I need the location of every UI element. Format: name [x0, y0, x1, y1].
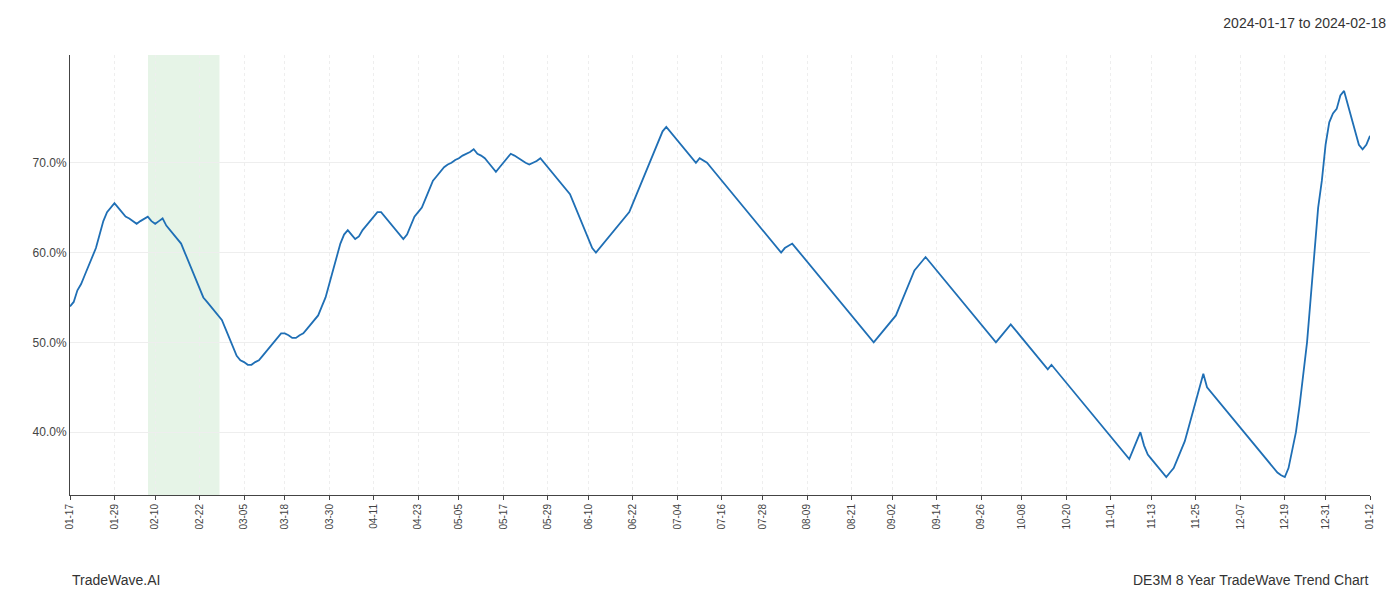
svg-text:40.0%: 40.0%	[33, 425, 67, 439]
svg-text:02-22: 02-22	[194, 504, 205, 530]
svg-text:07-04: 07-04	[672, 504, 683, 530]
svg-text:09-26: 09-26	[975, 504, 986, 530]
svg-text:10-20: 10-20	[1061, 504, 1072, 530]
svg-text:60.0%: 60.0%	[33, 246, 67, 260]
svg-text:11-25: 11-25	[1190, 504, 1201, 529]
svg-text:2024-01-17 to 2024-02-18: 2024-01-17 to 2024-02-18	[1223, 15, 1386, 31]
svg-text:05-29: 05-29	[542, 504, 553, 530]
svg-text:04-11: 04-11	[368, 504, 379, 529]
svg-text:07-16: 07-16	[716, 504, 727, 530]
svg-text:09-02: 09-02	[886, 504, 897, 530]
svg-text:01-29: 01-29	[109, 504, 120, 530]
svg-text:TradeWave.AI: TradeWave.AI	[72, 572, 160, 588]
svg-text:12-07: 12-07	[1235, 504, 1246, 530]
svg-text:06-22: 06-22	[627, 504, 638, 530]
svg-text:05-05: 05-05	[453, 504, 464, 530]
svg-text:05-17: 05-17	[498, 504, 509, 530]
svg-text:09-14: 09-14	[931, 504, 942, 530]
svg-text:10-08: 10-08	[1016, 504, 1027, 530]
svg-text:DE3M 8 Year TradeWave Trend Ch: DE3M 8 Year TradeWave Trend Chart	[1133, 572, 1368, 588]
svg-text:12-19: 12-19	[1279, 504, 1290, 530]
svg-text:08-21: 08-21	[846, 504, 857, 530]
svg-text:03-30: 03-30	[324, 504, 335, 530]
svg-text:70.0%: 70.0%	[33, 156, 67, 170]
svg-text:11-13: 11-13	[1146, 504, 1157, 529]
svg-text:04-23: 04-23	[412, 504, 423, 530]
svg-text:02-10: 02-10	[149, 504, 160, 530]
svg-text:01-12: 01-12	[1364, 504, 1375, 530]
svg-text:07-28: 07-28	[757, 504, 768, 530]
svg-text:06-10: 06-10	[583, 504, 594, 530]
svg-text:03-18: 03-18	[279, 504, 290, 530]
svg-text:12-31: 12-31	[1320, 504, 1331, 530]
svg-text:01-17: 01-17	[64, 504, 75, 530]
svg-text:08-09: 08-09	[801, 504, 812, 530]
svg-text:03-05: 03-05	[238, 504, 249, 530]
svg-text:50.0%: 50.0%	[33, 336, 67, 350]
svg-text:11-01: 11-01	[1105, 504, 1116, 529]
